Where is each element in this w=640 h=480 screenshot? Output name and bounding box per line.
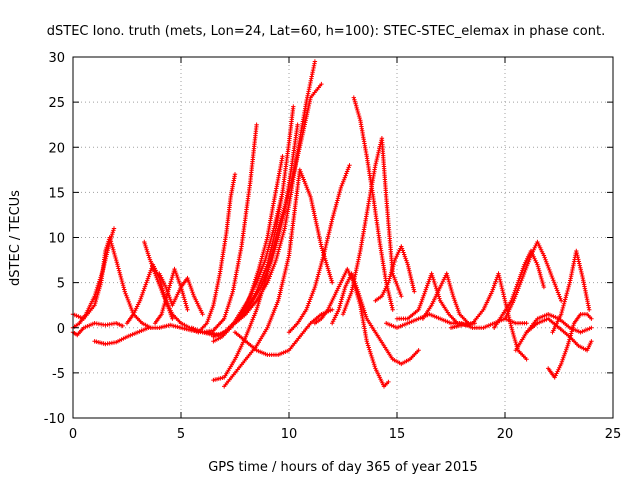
series-markers (373, 244, 417, 303)
y-tick-label: 25 (48, 96, 65, 111)
data-series (340, 136, 404, 317)
x-tick-label: 20 (497, 427, 514, 442)
series-markers (211, 81, 324, 383)
data-series (211, 81, 324, 383)
axis-ticks: 0 5 10 15 20 25 -10 -5 0 5 10 15 20 25 30 (44, 51, 622, 442)
data-series (92, 322, 216, 347)
data-series (330, 271, 421, 367)
series-markers (340, 136, 404, 317)
series-markers (312, 266, 391, 389)
data-series (232, 307, 335, 357)
series-markers (232, 307, 335, 357)
y-tick-label: 30 (48, 51, 65, 66)
x-tick-label: 0 (69, 427, 77, 442)
series-markers (286, 163, 352, 335)
series-markers (546, 312, 594, 380)
series-markers (420, 271, 471, 326)
series-markers (178, 172, 238, 335)
data-series (420, 271, 471, 326)
series-markers (189, 122, 259, 335)
data-series (550, 248, 592, 335)
y-axis-label: dSTEC / TECUs (8, 190, 23, 286)
data-series (222, 167, 335, 389)
x-tick-label: 25 (605, 427, 622, 442)
series-markers (157, 271, 205, 317)
data-series (178, 172, 238, 335)
data-series (157, 271, 205, 317)
data-series (502, 239, 564, 321)
series-markers (92, 322, 216, 347)
x-tick-label: 5 (177, 427, 185, 442)
data-series (373, 244, 417, 303)
data-series (524, 316, 594, 353)
data-series (189, 122, 259, 335)
data-series (492, 248, 547, 330)
y-tick-label: 5 (57, 277, 65, 292)
y-tick-label: 15 (48, 186, 65, 201)
series-markers (222, 167, 335, 389)
y-tick-label: -5 (52, 367, 65, 382)
data-series (546, 312, 594, 380)
y-tick-label: 0 (57, 322, 65, 337)
series-markers (492, 248, 547, 330)
chart-title: dSTEC Iono. truth (mets, Lon=24, Lat=60,… (47, 24, 605, 39)
data-series-group (70, 59, 594, 389)
series-markers (524, 316, 594, 353)
series-markers (550, 248, 592, 335)
x-axis-label: GPS time / hours of day 365 of year 2015 (208, 460, 478, 475)
grid-lines (73, 57, 613, 418)
x-tick-label: 15 (389, 427, 406, 442)
y-tick-label: 10 (48, 232, 65, 247)
x-tick-label: 10 (281, 427, 298, 442)
data-series (286, 163, 352, 335)
series-markers (502, 239, 564, 321)
y-tick-label: -10 (44, 412, 65, 427)
y-tick-label: 20 (48, 141, 65, 156)
